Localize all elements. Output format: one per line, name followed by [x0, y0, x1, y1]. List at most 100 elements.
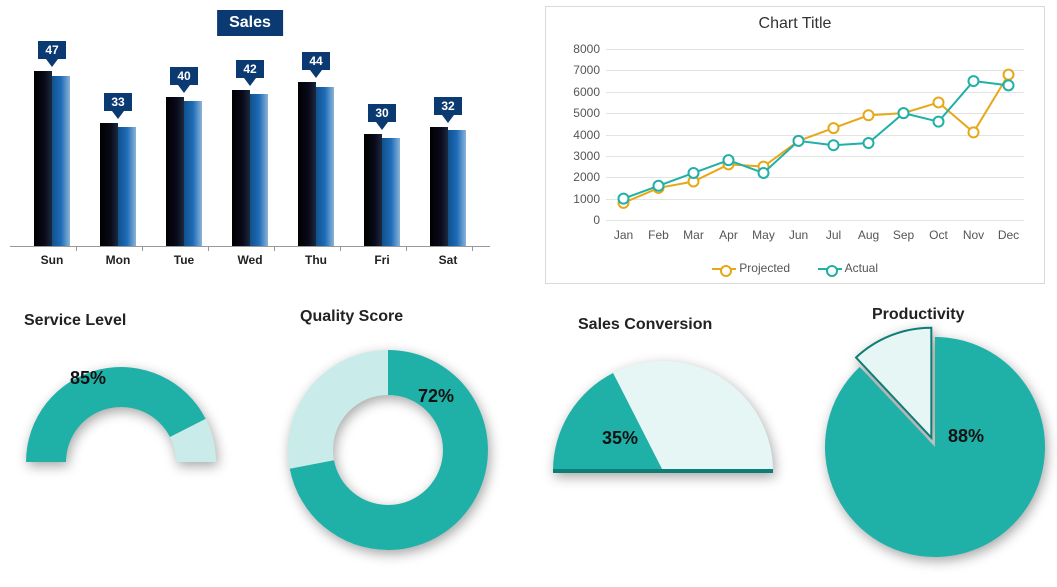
bar-dark — [166, 97, 184, 246]
line-chart-plot: 010002000300040005000600070008000JanFebM… — [606, 49, 1024, 218]
line-marker — [759, 168, 769, 178]
line-marker — [829, 140, 839, 150]
line-xlabel: Mar — [683, 228, 704, 242]
line-xlabel: Jun — [789, 228, 808, 242]
bar-xlabel: Sat — [424, 253, 472, 267]
line-xlabel: Oct — [929, 228, 948, 242]
bar-slot: 30 — [358, 39, 406, 246]
productivity-chart — [820, 332, 1050, 562]
bar-value-callout: 47 — [38, 41, 66, 67]
bar-value-callout: 30 — [368, 104, 396, 130]
quality-score-pct: 72% — [418, 386, 454, 407]
service-level-chart — [16, 352, 226, 472]
bar-value-callout: 42 — [236, 60, 264, 86]
bar-xlabel: Tue — [160, 253, 208, 267]
line-xlabel: Sep — [893, 228, 914, 242]
bar-slot: 33 — [94, 39, 142, 246]
line-chart-panel: Chart Title 0100020003000400050006000700… — [545, 6, 1045, 284]
service-level-pct: 85% — [70, 368, 106, 389]
bar-light — [448, 130, 466, 246]
line-chart-legend: Projected Actual — [546, 261, 1044, 275]
line-chart-svg — [606, 49, 1024, 218]
quality-score-chart — [278, 340, 498, 560]
line-ylabel: 7000 — [558, 63, 600, 77]
line-ylabel: 0 — [558, 213, 600, 227]
bar-xlabel: Fri — [358, 253, 406, 267]
line-xlabel: Jan — [614, 228, 633, 242]
bar-slot: 40 — [160, 39, 208, 246]
bar-xlabel: Wed — [226, 253, 274, 267]
line-xlabel: May — [752, 228, 775, 242]
bar-slot: 42 — [226, 39, 274, 246]
line-ylabel: 6000 — [558, 85, 600, 99]
quality-fill — [388, 350, 488, 550]
sales-bar-xlabels: Sun Mon Tue Wed Thu Fri Sat — [10, 247, 490, 275]
productivity-pct: 88% — [948, 426, 984, 447]
line-xlabel: Apr — [719, 228, 738, 242]
line-xlabel: Jul — [826, 228, 841, 242]
bar-light — [316, 87, 334, 246]
bar-dark — [34, 71, 52, 246]
line-ylabel: 5000 — [558, 106, 600, 120]
line-xlabel: Dec — [998, 228, 1019, 242]
bar-value-callout: 33 — [104, 93, 132, 119]
bar-slot: 47 — [28, 39, 76, 246]
bar-value-callout: 32 — [434, 97, 462, 123]
line-ylabel: 1000 — [558, 192, 600, 206]
bar-slot: 32 — [424, 39, 472, 246]
sales-conversion-title: Sales Conversion — [578, 316, 712, 334]
bar-slot: 44 — [292, 39, 340, 246]
bar-xlabel: Thu — [292, 253, 340, 267]
sales-conversion-chart — [548, 356, 778, 476]
sales-bar-title: Sales — [217, 10, 283, 36]
bar-dark — [100, 123, 118, 246]
line-marker — [689, 168, 699, 178]
bar-light — [382, 138, 400, 246]
bar-dark — [298, 82, 316, 246]
line-series — [624, 81, 1009, 199]
bar-dark — [232, 90, 250, 246]
line-marker — [969, 76, 979, 86]
line-chart-title: Chart Title — [546, 15, 1044, 33]
line-marker — [864, 110, 874, 120]
sales-bar-plot: 47 33 40 42 44 30 32 — [10, 40, 490, 247]
line-marker — [619, 194, 629, 204]
productivity-fill — [935, 337, 1045, 557]
bar-dark — [430, 127, 448, 246]
line-marker — [1004, 70, 1014, 80]
bar-light — [118, 127, 136, 246]
line-marker — [934, 97, 944, 107]
line-marker — [969, 127, 979, 137]
line-ylabel: 4000 — [558, 128, 600, 142]
bar-xlabel: Sun — [28, 253, 76, 267]
line-marker — [794, 136, 804, 146]
line-ylabel: 8000 — [558, 42, 600, 56]
line-marker — [864, 138, 874, 148]
sales-bar-chart: Sales 47334042443032 SunMonTueWedThuFriS… — [10, 10, 490, 275]
line-ylabel: 2000 — [558, 170, 600, 184]
line-marker — [829, 123, 839, 133]
legend-item: Projected — [712, 261, 790, 275]
line-marker — [654, 181, 664, 191]
line-marker — [934, 117, 944, 127]
legend-item: Actual — [818, 261, 878, 275]
bar-light — [184, 101, 202, 246]
line-series — [624, 75, 1009, 203]
sales-conversion-pct: 35% — [602, 428, 638, 449]
bar-dark — [364, 134, 382, 246]
line-marker — [724, 155, 734, 165]
quality-fill — [290, 460, 388, 550]
bar-value-callout: 40 — [170, 67, 198, 93]
line-ylabel: 3000 — [558, 149, 600, 163]
line-marker — [1004, 80, 1014, 90]
line-xlabel: Feb — [648, 228, 669, 242]
quality-score-title: Quality Score — [300, 308, 403, 326]
productivity-title: Productivity — [872, 306, 964, 324]
bar-xlabel: Mon — [94, 253, 142, 267]
service-level-title: Service Level — [24, 312, 126, 330]
bar-value-callout: 44 — [302, 52, 330, 78]
line-xlabel: Aug — [858, 228, 879, 242]
bar-light — [250, 94, 268, 246]
bar-light — [52, 76, 70, 246]
line-xlabel: Nov — [963, 228, 984, 242]
